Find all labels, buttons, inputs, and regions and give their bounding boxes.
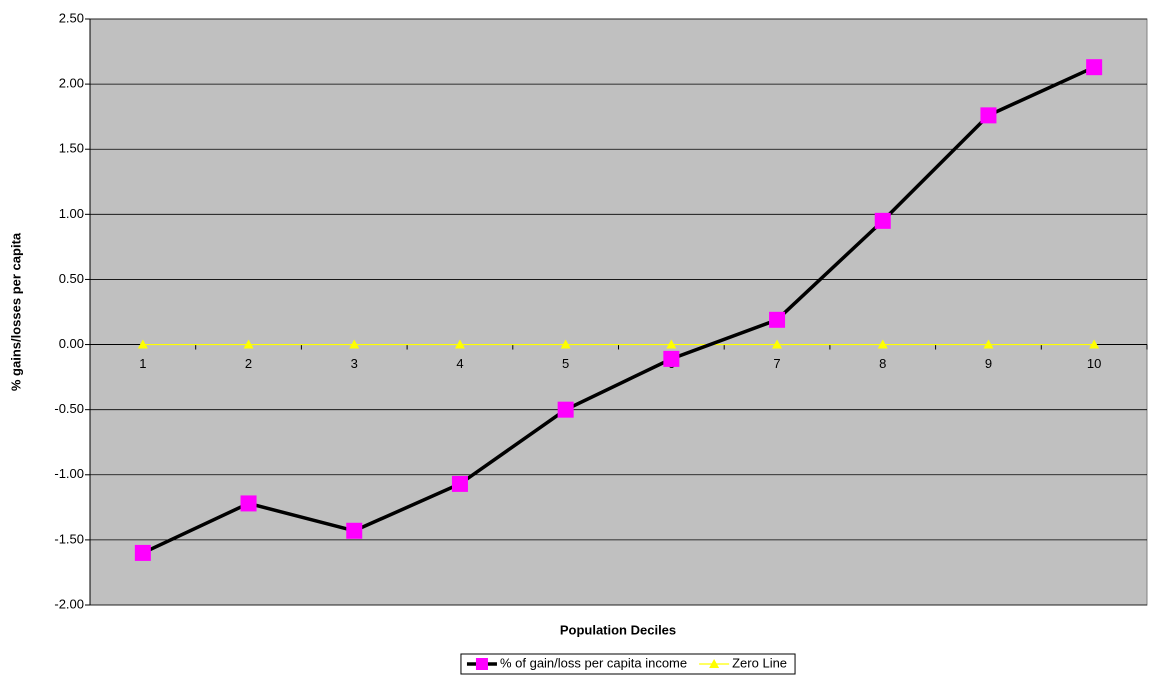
legend-marker: [475, 658, 488, 670]
x-tick-label: 7: [773, 356, 780, 371]
marker: [349, 339, 360, 349]
series-line: [142, 65, 1095, 555]
x-tick-label: 1: [139, 356, 146, 371]
x-axis-title: Population Deciles: [560, 622, 676, 637]
y-tick-label: 0.00: [59, 336, 84, 351]
marker: [980, 107, 997, 124]
marker: [454, 339, 465, 349]
marker: [874, 212, 891, 229]
marker: [240, 495, 257, 512]
marker: [346, 522, 363, 539]
y-tick-label: 1.00: [59, 206, 84, 221]
y-tick-label: -2.00: [54, 596, 84, 611]
plot-area: [89, 18, 1148, 606]
x-tick-label: 2: [245, 356, 252, 371]
marker: [772, 339, 783, 349]
marker: [983, 339, 994, 349]
marker: [877, 339, 888, 349]
marker: [560, 339, 571, 349]
marker: [451, 475, 468, 492]
marker: [137, 339, 148, 349]
y-tick-label: -0.50: [54, 401, 84, 416]
x-tick-label: 4: [456, 356, 463, 371]
marker: [663, 350, 680, 367]
legend-marker: [709, 659, 720, 668]
x-tick-label: 3: [351, 356, 358, 371]
y-tick-label: -1.00: [54, 466, 84, 481]
legend-label: Zero Line: [732, 655, 787, 670]
y-axis-title: % gains/losses per capita: [8, 232, 23, 391]
x-tick-label: 10: [1087, 356, 1101, 371]
legend-box: [460, 653, 796, 675]
marker: [1086, 59, 1103, 76]
y-tick-label: 1.50: [59, 141, 84, 156]
y-tick-label: -1.50: [54, 531, 84, 546]
x-tick-label: 5: [562, 356, 569, 371]
marker: [134, 544, 151, 561]
y-tick-label: 2.50: [59, 10, 84, 25]
marker: [557, 401, 574, 418]
y-tick-label: 0.50: [59, 271, 84, 286]
x-tick-label: 8: [879, 356, 886, 371]
legend-label: % of gain/loss per capita income: [500, 655, 687, 670]
y-tick-label: 2.00: [59, 76, 84, 91]
marker: [1089, 339, 1100, 349]
marker: [243, 339, 254, 349]
marker: [666, 339, 677, 349]
legend: % of gain/loss per capita income Zero Lin…: [460, 653, 796, 675]
x-tick-label: 9: [985, 356, 992, 371]
marker: [769, 311, 786, 328]
